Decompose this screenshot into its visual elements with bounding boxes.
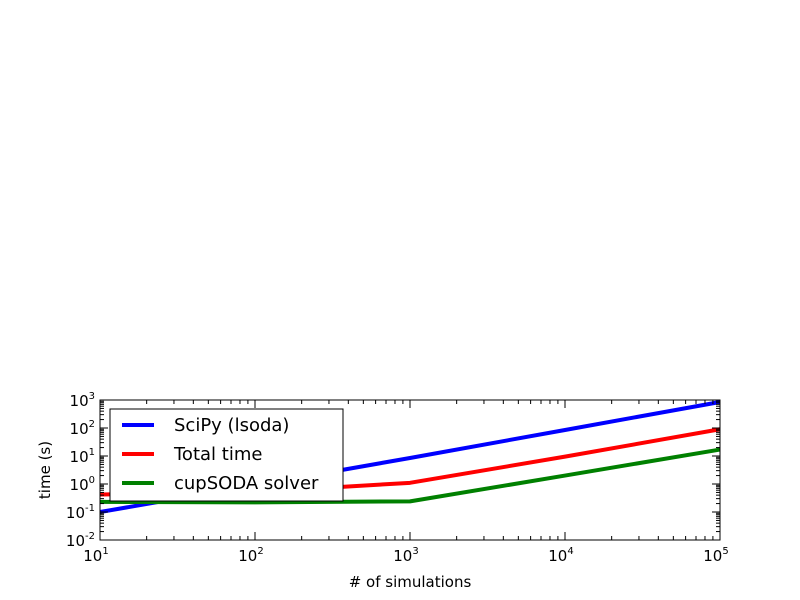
x-tick-exponent: 3 — [412, 546, 418, 557]
y-tick-exponent: 3 — [89, 391, 95, 402]
y-tick-exponent: -2 — [85, 531, 95, 542]
x-tick-exponent: 5 — [722, 546, 728, 557]
y-tick-exponent: -1 — [85, 503, 95, 514]
series-line-3 — [99, 447, 721, 505]
y-tick-label: 10-1 — [66, 503, 95, 522]
axis-ticks — [99, 399, 721, 541]
legend: SciPy (lsoda) Total time cupSODA solver — [109, 408, 344, 502]
x-tick-exponent: 1 — [102, 546, 108, 557]
y-tick-label: 102 — [70, 419, 95, 438]
legend-label: SciPy (lsoda) — [174, 415, 289, 436]
y-axis-label: time (s) — [36, 441, 54, 499]
x-tick-label: 102 — [238, 546, 263, 565]
y-tick-exponent: 1 — [89, 447, 95, 458]
x-tick-label: 105 — [703, 546, 728, 565]
y-tick-exponent: 2 — [89, 419, 95, 430]
x-tick-label: 104 — [548, 546, 573, 565]
y-tick-label: 101 — [70, 447, 95, 466]
legend-label: Total time — [173, 444, 262, 465]
x-tick-label: 101 — [83, 546, 108, 565]
x-tick-exponent: 2 — [257, 546, 263, 557]
y-tick-label: 100 — [70, 475, 95, 494]
y-tick-exponent: 0 — [89, 475, 95, 486]
x-tick-label: 103 — [393, 546, 418, 565]
legend-label: cupSODA solver — [174, 473, 319, 494]
y-tick-label: 103 — [70, 391, 95, 410]
x-tick-exponent: 4 — [567, 546, 573, 557]
x-axis-label: # of simulations — [349, 573, 472, 591]
